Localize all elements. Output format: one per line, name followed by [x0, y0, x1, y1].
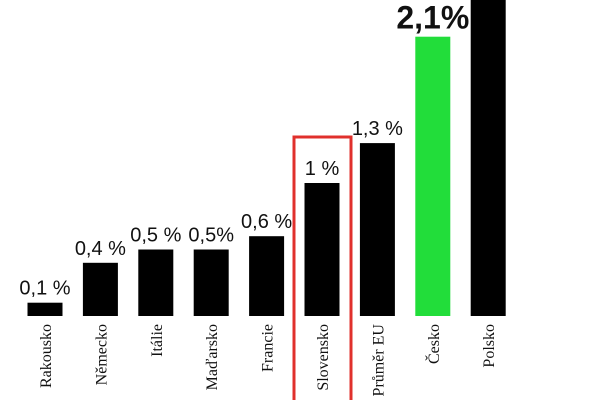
category-label: Polsko — [481, 324, 498, 368]
bar — [138, 249, 174, 316]
value-label: 0,5% — [188, 225, 234, 247]
value-label: 0,5 % — [130, 225, 181, 247]
category-label: Francie — [260, 324, 277, 372]
category-label: Rakousko — [38, 324, 55, 388]
category-label: Průměr EU — [370, 324, 387, 397]
value-label: 1,3 % — [352, 118, 403, 140]
highlight-frame — [292, 135, 353, 400]
category-label: Česko — [424, 324, 443, 364]
bar — [304, 183, 340, 316]
bar — [249, 236, 285, 316]
value-label: 1 % — [305, 158, 340, 180]
value-label: 0,4 % — [75, 238, 126, 260]
bar — [359, 143, 395, 316]
bar — [470, 0, 506, 316]
category-label: Německo — [93, 324, 110, 385]
category-label: Slovensko — [315, 324, 332, 391]
category-label: Itálie — [149, 324, 166, 357]
value-label: 2,1% — [396, 0, 469, 36]
value-label: 0,1 % — [19, 278, 70, 300]
bar — [27, 302, 63, 316]
bar — [415, 36, 451, 316]
category-label: Maďarsko — [204, 324, 221, 390]
bar — [193, 249, 229, 316]
bar — [82, 262, 118, 316]
value-label: 0,6 % — [241, 211, 292, 233]
